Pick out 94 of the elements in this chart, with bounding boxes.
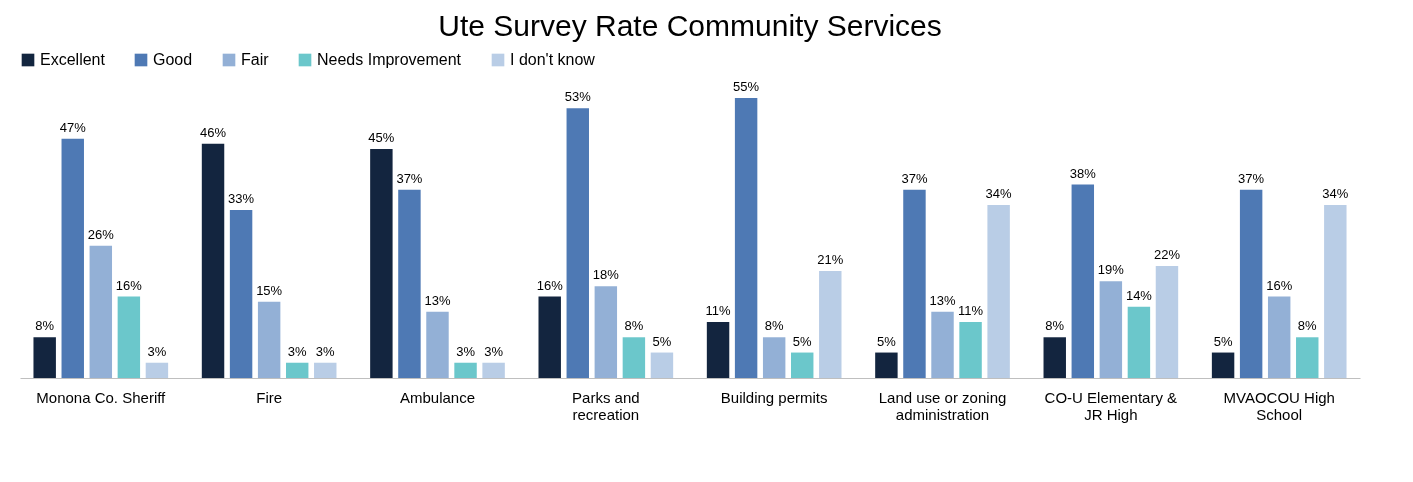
data-label: 16% (1266, 277, 1293, 293)
x-tick-label: MVAOCOU High School (1223, 388, 1335, 423)
data-label: 19% (1097, 262, 1125, 278)
bar (987, 204, 1010, 378)
bar (117, 296, 141, 378)
x-tick-label: Monona Co. Sheriff (36, 388, 167, 406)
data-label: 37% (396, 170, 423, 186)
bar (1043, 337, 1066, 378)
bar (819, 271, 842, 378)
data-label: 5% (652, 333, 672, 349)
bar (538, 296, 561, 378)
data-label: 26% (87, 226, 115, 242)
bar (33, 337, 56, 378)
legend-label: Fair (241, 51, 270, 68)
bar (903, 189, 926, 378)
bar (1267, 296, 1291, 378)
data-label: 53% (564, 89, 592, 105)
data-label: 37% (1238, 170, 1265, 186)
bar (398, 189, 421, 378)
bar (875, 352, 898, 378)
bar (370, 148, 393, 378)
legend-label: Needs Improvement (317, 51, 462, 68)
x-tick-label: Building permits (720, 388, 828, 406)
bar (229, 210, 253, 378)
bar (594, 286, 618, 378)
data-label: 5% (877, 333, 897, 349)
data-label: 16% (115, 277, 143, 293)
legend-label: Good (153, 51, 193, 68)
x-tick-label: Land use or zoning administration (878, 388, 1007, 423)
bar (1296, 337, 1319, 378)
data-label: 3% (456, 343, 476, 359)
data-label: 47% (59, 119, 87, 135)
x-tick-label: Parks and recreation (572, 388, 640, 423)
data-label: 21% (817, 252, 844, 268)
bar (1071, 184, 1095, 378)
bar (791, 352, 814, 378)
data-label: 11% (958, 303, 984, 318)
data-label: 8% (624, 318, 644, 334)
x-tick-label: CO-U Elementary & JR High (1044, 388, 1178, 423)
data-label: 38% (1069, 165, 1097, 181)
legend-label: Excellent (40, 51, 106, 68)
x-tick-label: Ambulance (399, 388, 476, 406)
bar (482, 362, 505, 378)
data-label: 8% (764, 318, 784, 334)
data-label: 3% (315, 343, 336, 359)
bar (257, 301, 281, 378)
data-label: 3% (287, 343, 308, 359)
bar (622, 337, 646, 378)
data-label: 18% (592, 267, 620, 283)
data-label: 8% (1045, 318, 1065, 334)
bar (1155, 266, 1179, 378)
bar (706, 322, 730, 378)
data-label: 34% (1322, 185, 1349, 201)
bar (650, 352, 674, 378)
data-label: 34% (985, 185, 1013, 201)
data-label: 22% (1153, 247, 1181, 262)
data-label: 46% (200, 124, 227, 140)
bar (314, 362, 337, 378)
legend-label: I don't know (510, 51, 596, 68)
bar (1239, 189, 1263, 378)
data-label: 8% (35, 318, 55, 334)
data-label: 33% (228, 191, 255, 206)
bar (145, 362, 169, 378)
bar (1211, 352, 1235, 378)
bar (285, 362, 309, 378)
bar (959, 322, 982, 378)
data-label: 45% (368, 129, 395, 145)
data-label: 5% (792, 333, 813, 349)
x-tick-label: Fire (256, 388, 283, 406)
data-label: 14% (1125, 287, 1153, 303)
data-label: 5% (1213, 333, 1233, 349)
bar (734, 98, 758, 378)
bar (762, 337, 786, 378)
bar (426, 311, 449, 378)
data-label: 37% (901, 170, 928, 186)
bar (566, 108, 589, 378)
bar (1324, 204, 1347, 378)
data-label: 13% (424, 292, 451, 308)
bar (201, 143, 225, 378)
bar (454, 362, 477, 378)
bar (931, 311, 954, 378)
data-label: 11% (705, 303, 732, 318)
chart-title: Ute Survey Rate Community Services (438, 9, 942, 42)
data-label: 3% (147, 343, 167, 359)
bar (61, 138, 84, 378)
data-label: 8% (1297, 318, 1318, 334)
bar (1099, 281, 1123, 378)
data-label: 13% (929, 292, 956, 308)
data-label: 15% (256, 282, 283, 298)
bar (1127, 306, 1151, 378)
bar (89, 245, 113, 378)
data-label: 16% (536, 277, 564, 293)
data-label: 3% (484, 343, 504, 359)
data-label: 55% (733, 79, 760, 94)
